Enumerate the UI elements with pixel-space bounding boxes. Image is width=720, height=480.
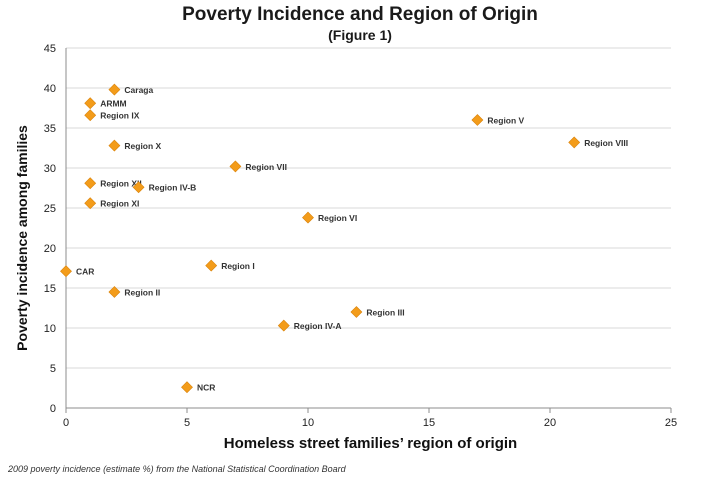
data-point-label: Region XII <box>100 179 142 189</box>
y-tick-label: 45 <box>44 43 56 55</box>
x-tick-label: 5 <box>184 417 190 429</box>
x-tick-label: 10 <box>302 417 314 429</box>
data-point-label: Region IV-A <box>294 321 342 331</box>
data-point-label: Region XI <box>100 199 139 209</box>
data-point-marker <box>205 259 218 272</box>
data-point-label: Region I <box>221 261 255 271</box>
data-point-marker <box>84 97 97 110</box>
x-tick-label: 25 <box>665 417 677 429</box>
data-point-label: Region VII <box>245 162 287 172</box>
data-point-marker <box>108 139 121 152</box>
x-tick-label: 15 <box>423 417 435 429</box>
data-point-marker <box>60 265 72 278</box>
data-point-marker <box>229 160 242 173</box>
y-axis-title: Poverty incidence among families <box>14 125 30 351</box>
x-tick-label: 0 <box>63 417 69 429</box>
data-point-marker <box>350 306 363 318</box>
chart-title: Poverty Incidence and Region of Origin <box>182 4 538 25</box>
data-point-label: Region IX <box>100 111 140 121</box>
data-point-label: Region VI <box>318 213 357 223</box>
y-tick-label: 0 <box>50 403 56 415</box>
data-point-marker <box>108 83 121 96</box>
data-point-marker <box>132 181 145 194</box>
data-point-label: CAR <box>76 267 94 277</box>
data-point-label: Region IV-B <box>149 183 197 193</box>
data-point-label: NCR <box>197 383 215 393</box>
y-tick-label: 35 <box>44 123 56 135</box>
x-tick-label: 20 <box>544 417 556 429</box>
data-point-label: Region III <box>366 308 404 318</box>
data-point-marker <box>277 319 290 332</box>
y-tick-label: 40 <box>44 83 56 95</box>
data-point-marker <box>302 211 314 224</box>
data-point-label: Region X <box>124 141 161 151</box>
data-point-marker <box>568 136 581 149</box>
data-point-marker <box>84 109 97 122</box>
data-point-marker <box>84 197 97 210</box>
y-tick-label: 25 <box>44 203 56 215</box>
data-point-marker <box>84 177 97 190</box>
data-point-label: Region V <box>487 116 524 126</box>
data-point-marker <box>181 381 193 394</box>
y-tick-label: 15 <box>44 283 56 295</box>
data-point-label: Region VIII <box>584 138 628 148</box>
chart-subtitle: (Figure 1) <box>328 27 392 43</box>
data-point-marker <box>108 286 121 298</box>
y-tick-label: 5 <box>50 363 56 375</box>
y-tick-label: 30 <box>44 163 56 175</box>
y-tick-label: 20 <box>44 243 56 255</box>
data-point-label: Caraga <box>124 85 153 95</box>
data-point-label: Region II <box>124 288 160 298</box>
footnote: 2009 poverty incidence (estimate %) from… <box>8 464 346 474</box>
y-tick-label: 10 <box>44 323 56 335</box>
data-point-marker <box>471 114 484 126</box>
data-point-label: ARMM <box>100 99 126 109</box>
x-axis-title: Homeless street families’ region of orig… <box>224 435 517 452</box>
